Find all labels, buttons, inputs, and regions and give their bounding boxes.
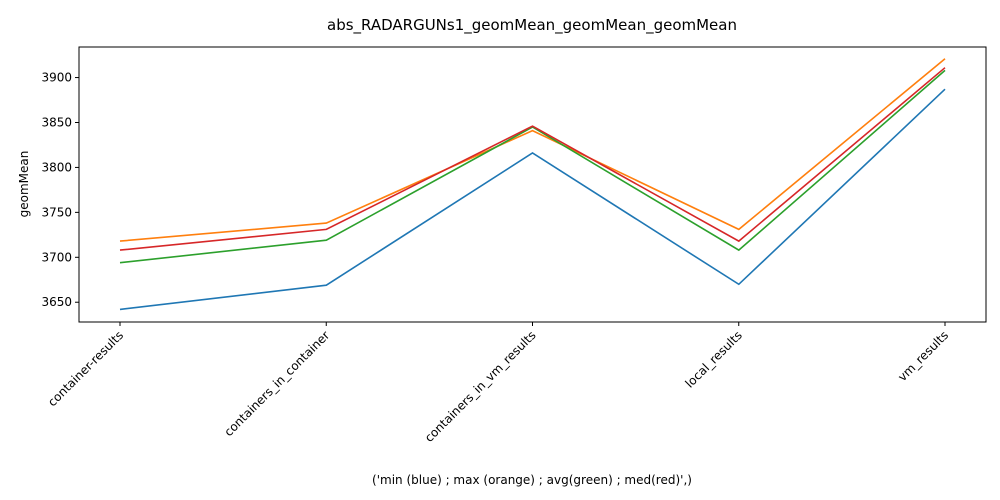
y-tick-label: 3900 [41, 71, 72, 85]
y-tick-label: 3700 [41, 250, 72, 264]
y-tick-label: 3800 [41, 160, 72, 174]
plot-frame [78, 46, 987, 323]
x-axis-label: ('min (blue) ; max (orange) ; avg(green)… [372, 473, 692, 487]
series-line-0 [119, 88, 946, 311]
y-tick-label: 3750 [41, 205, 72, 219]
x-tick-label: local_results [683, 328, 745, 390]
x-tick-label: container-results [45, 328, 126, 409]
x-axis: container-results containers_in_container… [45, 322, 951, 445]
plot-lines [119, 58, 946, 311]
y-axis: 3650 3700 3750 3800 3850 3900 [41, 71, 79, 309]
x-tick-label: containers_in_container [221, 328, 332, 439]
chart-title: abs_RADARGUNs1_geomMean_geomMean_geomMea… [327, 16, 737, 35]
x-tick-label: vm_results [895, 328, 951, 384]
series-line-2 [119, 69, 946, 264]
x-tick-label: containers_in_vm_results [422, 328, 539, 445]
y-tick-label: 3850 [41, 115, 72, 129]
series-line-1 [119, 58, 946, 242]
y-axis-label: geomMean [17, 151, 31, 218]
y-tick-label: 3650 [41, 295, 72, 309]
series-line-3 [119, 67, 946, 251]
